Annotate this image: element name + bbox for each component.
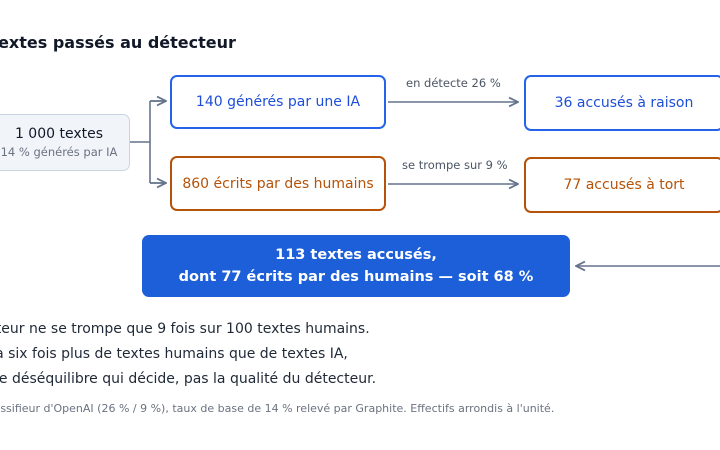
footnote: u classifieur d'OpenAI (26 % / 9 %), tau… — [0, 402, 555, 415]
result-box: 113 textes accusés, dont 77 écrits par d… — [142, 235, 570, 297]
result-line-2: dont 77 écrits par des humains — soit 68… — [178, 269, 534, 285]
human-texts-node: 860 écrits par des humains — [170, 156, 386, 211]
ai-texts-node: 140 générés par une IA — [170, 75, 386, 129]
split-connector — [130, 100, 164, 184]
source-label: 1 000 textes — [14, 126, 104, 142]
source-node: 1 000 textes 14 % générés par IA — [0, 114, 130, 171]
body-line-3: st ce déséquilibre qui décide, pas la qu… — [0, 371, 377, 387]
ai-edge-label: en détecte 26 % — [406, 76, 501, 90]
source-sublabel: 14 % générés par IA — [0, 145, 118, 159]
accused-correctly-node: 36 accusés à raison — [524, 75, 720, 131]
result-line-1: 113 textes accusés, — [275, 247, 437, 263]
page-title: e textes passés au détecteur — [0, 33, 236, 52]
human-edge-label: se trompe sur 9 % — [402, 158, 508, 172]
body-line-1: tecteur ne se trompe que 9 fois sur 100 … — [0, 321, 370, 337]
accused-wrongly-node: 77 accusés à tort — [524, 157, 720, 213]
body-line-2: l y a six fois plus de textes humains qu… — [0, 346, 348, 362]
